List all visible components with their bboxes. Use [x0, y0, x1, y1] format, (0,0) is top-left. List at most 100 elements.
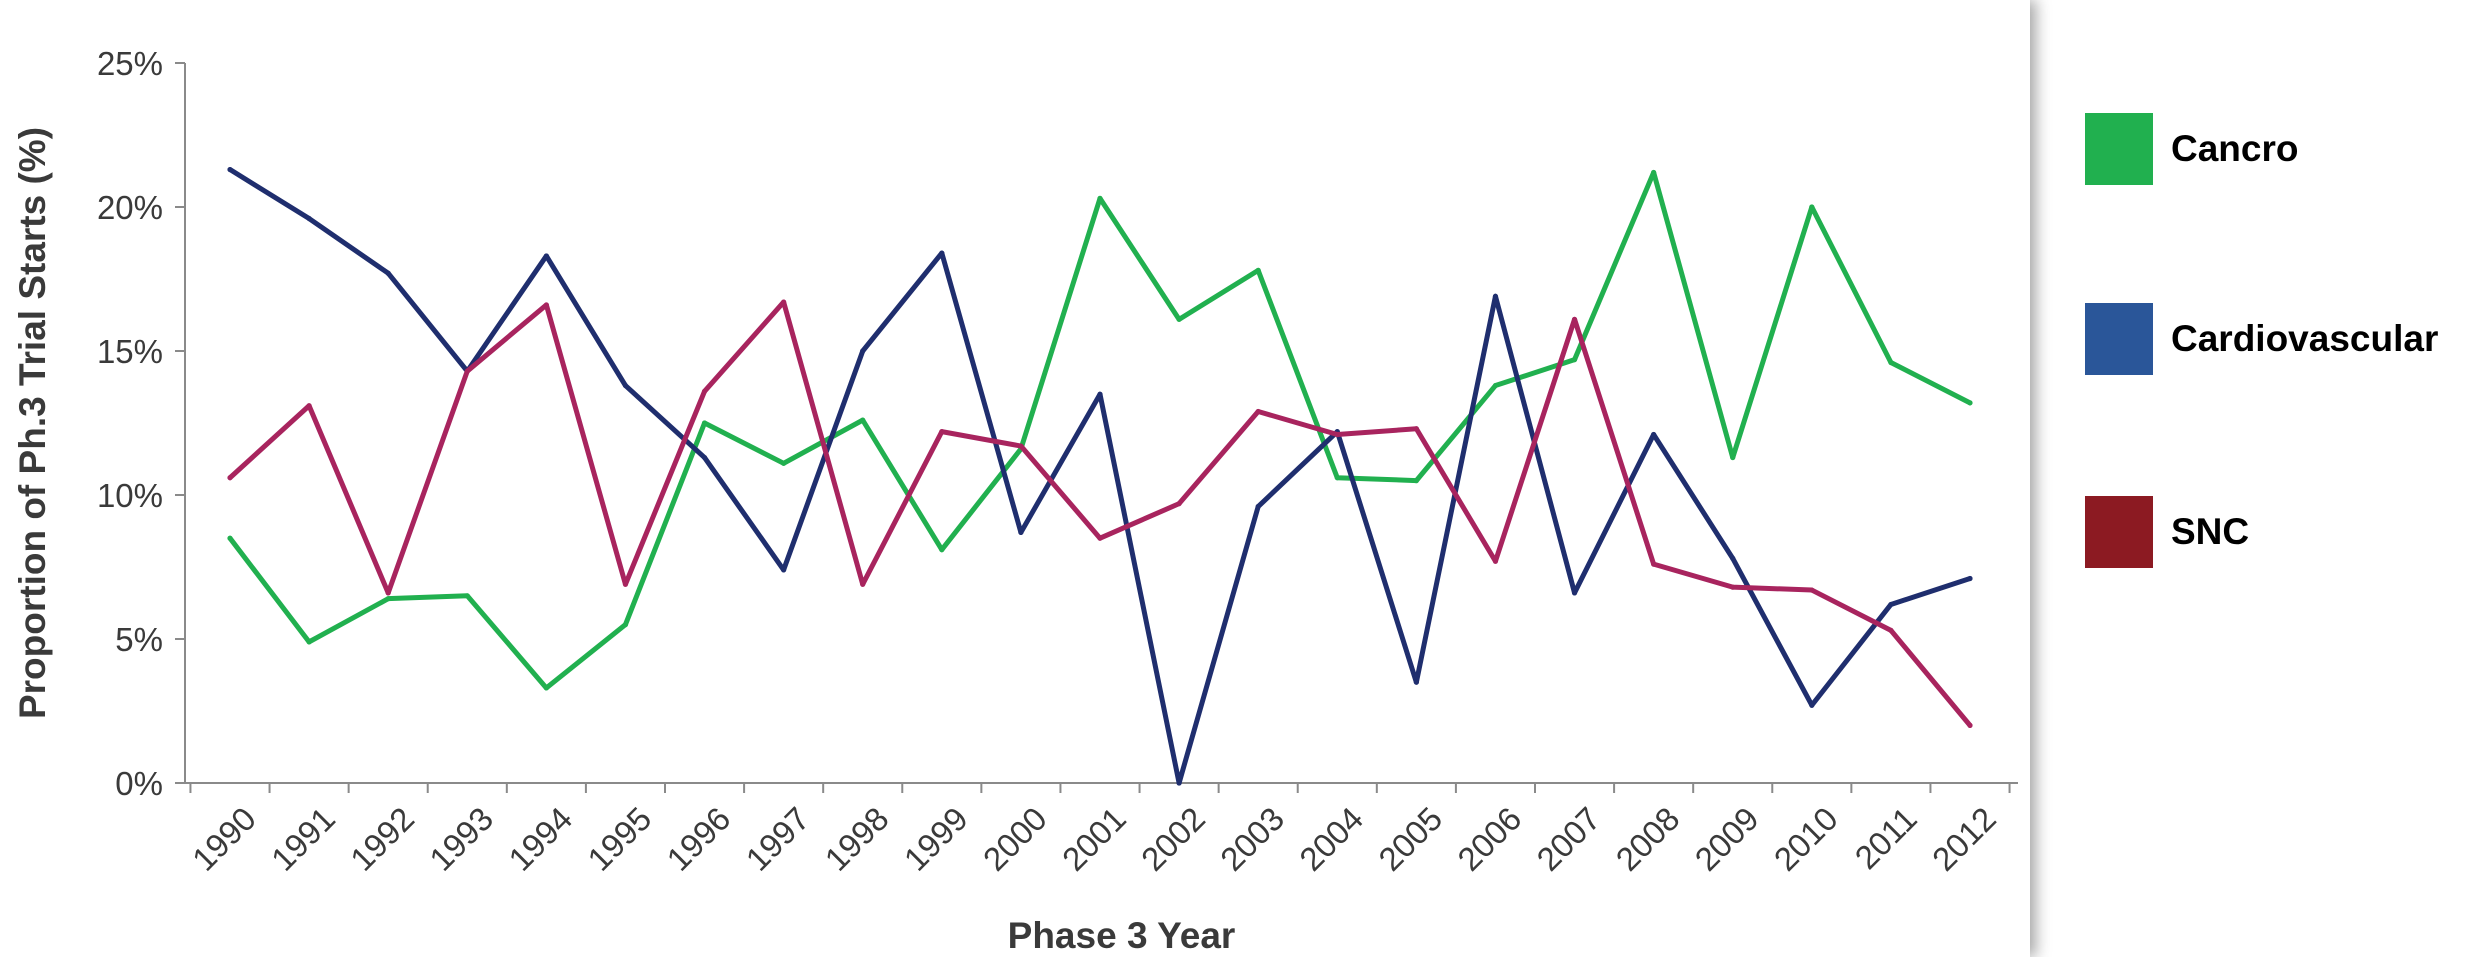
- data-point-snc: [1571, 316, 1578, 322]
- x-tick-label: 2010: [1767, 800, 1845, 878]
- data-point-cancro: [306, 639, 312, 645]
- x-tick-label: 2011: [1848, 800, 1924, 876]
- x-tick-label: 1991: [264, 800, 342, 878]
- data-point-snc: [1097, 535, 1103, 541]
- data-point-snc: [1334, 431, 1340, 438]
- data-point-snc: [464, 368, 470, 374]
- x-tick-label: 1994: [501, 800, 579, 878]
- x-tick-label: 1995: [580, 800, 658, 878]
- data-point-cardiovascular: [860, 348, 866, 354]
- data-point-cardiovascular: [1492, 293, 1499, 299]
- x-tick-label: 2012: [1925, 800, 2003, 878]
- data-point-cardiovascular: [1651, 431, 1657, 438]
- x-tick-label: 1998: [818, 800, 896, 878]
- data-point-snc: [306, 403, 312, 409]
- y-tick-label: 20%: [97, 189, 163, 226]
- chart-panel: 0% 5% 10% 15% 20% 25% 1990 1991 1992 1993 1994 1995…: [12, 45, 2018, 956]
- x-tick-label: 2002: [1134, 800, 1212, 878]
- data-point-cardiovascular: [781, 567, 787, 573]
- data-point-snc: [1967, 722, 1973, 729]
- data-point-snc: [701, 388, 708, 394]
- x-tick-label: 2006: [1450, 800, 1528, 878]
- data-point-cardiovascular: [1967, 575, 1973, 582]
- line-chart: 0% 5% 10% 15% 20% 25% 1990 1991 1992 1993 1994 1995…: [12, 45, 2018, 956]
- data-point-cancro: [1413, 478, 1419, 484]
- data-point-snc: [227, 475, 233, 481]
- legend-label-cancro: Cancro: [2171, 128, 2299, 169]
- data-point-cardiovascular: [1097, 391, 1103, 397]
- x-tick-label: 2008: [1609, 800, 1687, 878]
- x-tick-label: 2003: [1213, 800, 1291, 878]
- x-tick-label: 1999: [897, 800, 975, 878]
- data-point-cancro: [1651, 169, 1657, 176]
- data-point-cancro: [1334, 475, 1340, 481]
- data-point-cancro: [1809, 204, 1815, 210]
- legend-label-snc: SNC: [2171, 511, 2250, 552]
- legend: Cancro Cardiovascular SNC: [2085, 0, 2485, 957]
- legend-item-cancro: Cancro: [2085, 113, 2298, 185]
- x-tick-label: 2004: [1292, 800, 1370, 878]
- x-tick-label: 1996: [659, 800, 737, 878]
- y-tick-label: 25%: [97, 45, 163, 82]
- data-point-snc: [1413, 426, 1419, 432]
- data-point-snc: [1176, 501, 1182, 507]
- x-tick-label: 2000: [976, 800, 1054, 878]
- data-point-cancro: [1571, 357, 1578, 363]
- data-point-cancro: [701, 420, 708, 426]
- x-tick-label: 1997: [739, 800, 817, 878]
- data-point-cancro: [781, 460, 787, 466]
- legend-label-cardiovascular: Cardiovascular: [2171, 318, 2439, 359]
- legend-swatch-cardiovascular: [2085, 303, 2153, 375]
- data-point-snc: [1888, 627, 1894, 633]
- data-point-snc: [1492, 558, 1499, 564]
- y-tick-label: 0%: [115, 765, 163, 802]
- x-tick-label: 2009: [1688, 800, 1766, 878]
- data-point-cardiovascular: [939, 250, 945, 256]
- data-point-snc: [385, 590, 391, 596]
- data-point-cardiovascular: [1809, 702, 1815, 708]
- data-point-cardiovascular: [1730, 555, 1736, 561]
- data-point-cancro: [227, 535, 233, 541]
- legend-swatch-snc: [2085, 496, 2153, 568]
- data-point-snc: [1255, 408, 1261, 415]
- data-point-cardiovascular: [306, 215, 312, 222]
- data-point-cancro: [464, 593, 470, 599]
- data-point-snc: [1018, 443, 1024, 449]
- data-point-cancro: [1967, 400, 1973, 406]
- y-tick-label: 5%: [115, 621, 163, 658]
- data-point-cardiovascular: [1176, 780, 1182, 786]
- data-point-cardiovascular: [543, 253, 549, 259]
- data-point-cancro: [1176, 316, 1182, 322]
- series-line-cancro: [227, 169, 1973, 691]
- data-point-cardiovascular: [1255, 503, 1261, 510]
- data-point-cardiovascular: [1018, 529, 1024, 536]
- data-point-cardiovascular: [1571, 590, 1578, 596]
- data-point-cancro: [543, 685, 549, 691]
- data-point-cardiovascular: [622, 382, 629, 389]
- data-point-snc: [1651, 561, 1657, 567]
- data-point-cancro: [939, 547, 945, 553]
- x-tick-label: 2005: [1371, 800, 1449, 878]
- y-tick-label: 15%: [97, 333, 163, 370]
- series-line-cardiovascular: [227, 167, 1973, 786]
- legend-item-cardiovascular: Cardiovascular: [2085, 303, 2438, 375]
- y-axis-title: Proportion of Ph.3 Trial Starts (%): [12, 127, 53, 719]
- legend-swatch-cancro: [2085, 113, 2153, 185]
- data-point-cancro: [385, 596, 391, 602]
- x-tick-label: 1992: [343, 800, 421, 878]
- y-tick-label: 10%: [97, 477, 163, 514]
- data-point-cardiovascular: [1413, 679, 1419, 685]
- data-point-cancro: [1097, 195, 1103, 201]
- legend-item-snc: SNC: [2085, 496, 2249, 568]
- data-point-cancro: [860, 417, 866, 423]
- data-point-snc: [543, 302, 549, 308]
- x-tick-label: 1993: [422, 800, 500, 878]
- data-point-cancro: [1888, 359, 1894, 366]
- data-point-cardiovascular: [701, 454, 708, 461]
- data-point-cancro: [1730, 454, 1736, 461]
- data-point-cancro: [1255, 267, 1261, 273]
- data-point-snc: [860, 581, 866, 587]
- x-tick-label: 2001: [1055, 800, 1133, 878]
- data-point-snc: [622, 581, 629, 587]
- data-point-snc: [939, 429, 945, 435]
